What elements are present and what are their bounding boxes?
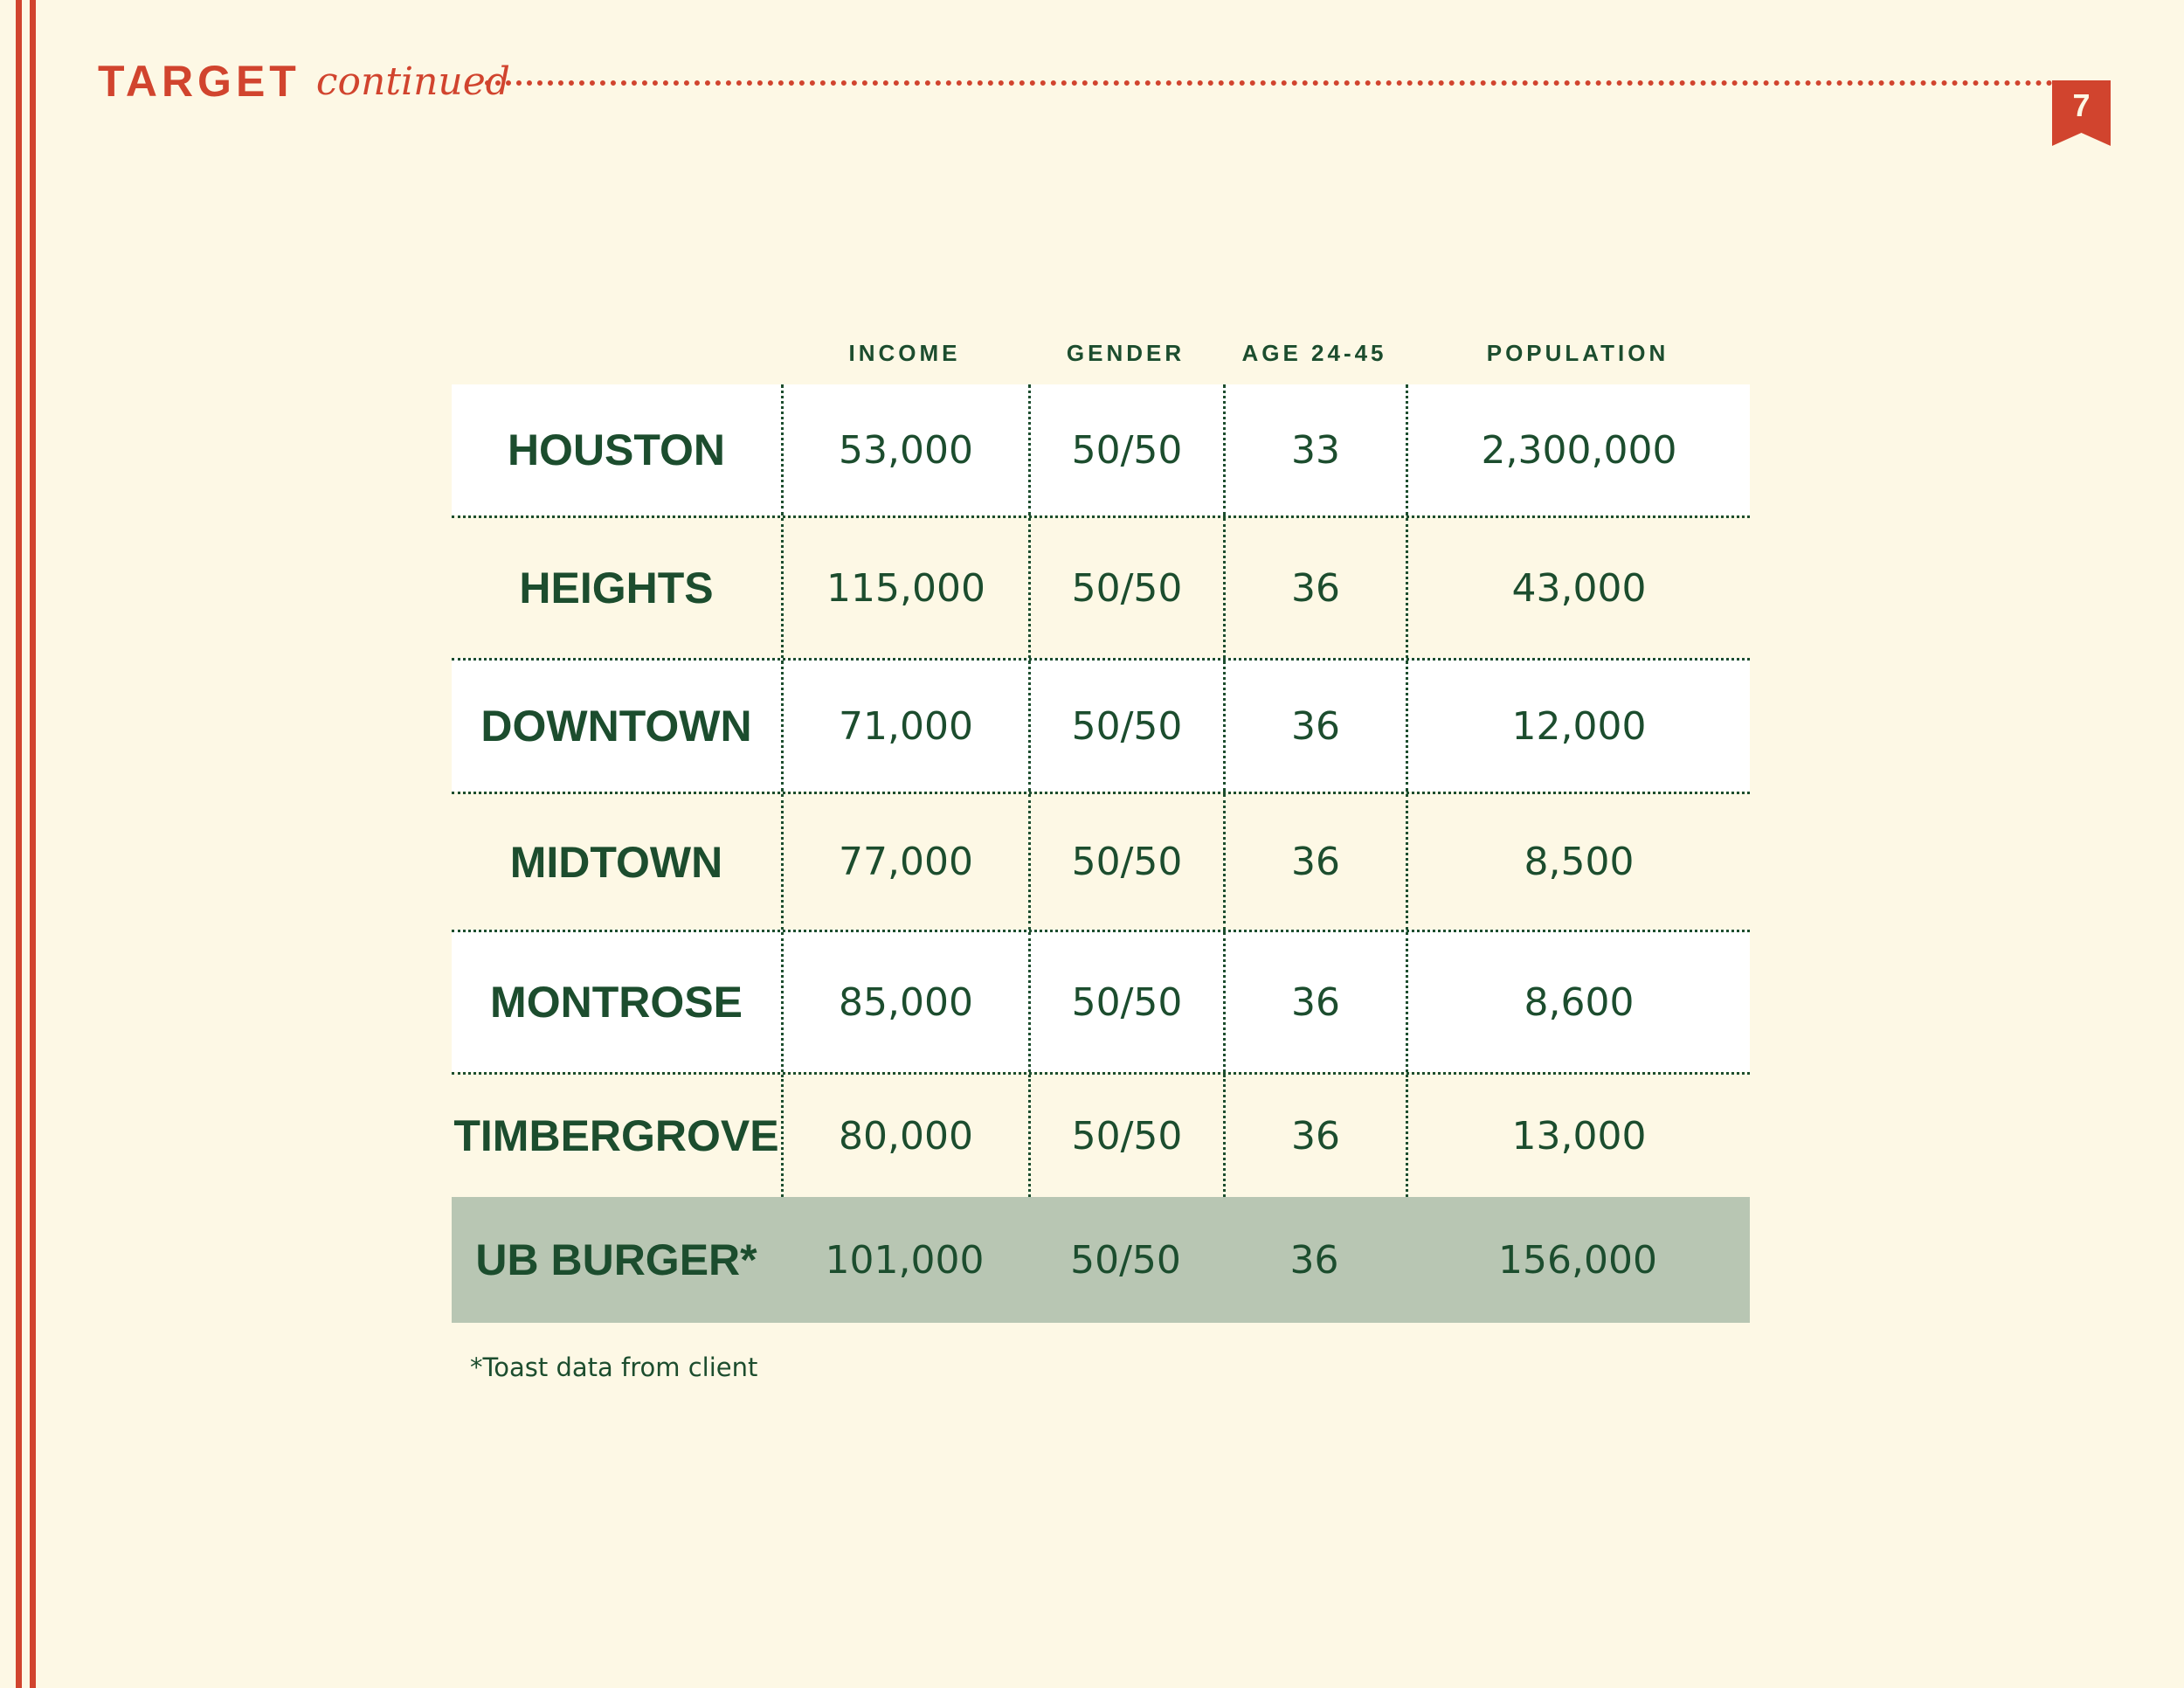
row-age: 36 xyxy=(1223,794,1406,930)
row-population: 43,000 xyxy=(1406,518,1750,658)
row-name: HEIGHTS xyxy=(519,564,714,612)
column-header-population: POPULATION xyxy=(1486,340,1669,366)
row-gender: 50/50 xyxy=(1028,661,1223,792)
row-gender: 50/50 xyxy=(1028,384,1223,515)
row-income: 115,000 xyxy=(781,518,1028,658)
row-gender: 50/50 xyxy=(1028,518,1223,658)
row-name: MIDTOWN xyxy=(509,837,723,887)
row-name: MONTROSE xyxy=(490,978,743,1027)
table-row: TIMBERGROVE 80,000 50/50 36 13,000 xyxy=(452,1072,1750,1197)
header-dotted-rule xyxy=(485,80,2053,86)
page-title: TARGET xyxy=(98,57,301,106)
row-population: 8,500 xyxy=(1406,794,1750,930)
row-gender: 50/50 xyxy=(1028,794,1223,930)
page-number-badge: 7 xyxy=(2052,80,2111,146)
column-header-age: AGE 24-45 xyxy=(1241,340,1387,366)
row-income: 77,000 xyxy=(781,794,1028,930)
table-row-highlight: UB BURGER* 101,000 50/50 36 156,000 xyxy=(452,1197,1750,1323)
row-gender: 50/50 xyxy=(1028,932,1223,1072)
page-header: TARGET continued xyxy=(98,51,510,112)
row-population: 156,000 xyxy=(1498,1237,1657,1283)
table-row: HEIGHTS 115,000 50/50 36 43,000 xyxy=(452,515,1750,658)
footnote: *Toast data from client xyxy=(470,1352,758,1382)
table-row: DOWNTOWN 71,000 50/50 36 12,000 xyxy=(452,658,1750,792)
row-population: 13,000 xyxy=(1406,1075,1750,1197)
row-income: 85,000 xyxy=(781,932,1028,1072)
demographics-table: INCOME GENDER AGE 24-45 POPULATION HOUST… xyxy=(452,322,1750,1323)
row-age: 36 xyxy=(1223,661,1406,792)
row-age: 36 xyxy=(1223,932,1406,1072)
row-income: 80,000 xyxy=(781,1075,1028,1197)
row-gender: 50/50 xyxy=(1070,1237,1181,1283)
left-border-line-outer xyxy=(16,0,22,1688)
table-body: HOUSTON 53,000 50/50 33 2,300,000 HEIGHT… xyxy=(452,384,1750,1323)
row-age: 36 xyxy=(1223,518,1406,658)
row-age: 36 xyxy=(1289,1237,1339,1283)
row-name: DOWNTOWN xyxy=(480,702,752,751)
column-header-gender: GENDER xyxy=(1066,340,1185,366)
row-name: UB BURGER* xyxy=(475,1235,757,1284)
page-subtitle: continued xyxy=(315,59,510,104)
table-row: HOUSTON 53,000 50/50 33 2,300,000 xyxy=(452,384,1750,515)
row-age: 33 xyxy=(1223,384,1406,515)
row-population: 12,000 xyxy=(1406,661,1750,792)
row-population: 2,300,000 xyxy=(1406,384,1750,515)
row-income: 53,000 xyxy=(781,384,1028,515)
left-border-line-inner xyxy=(30,0,36,1688)
row-gender: 50/50 xyxy=(1028,1075,1223,1197)
table-header: INCOME GENDER AGE 24-45 POPULATION xyxy=(452,322,1750,384)
row-name: HOUSTON xyxy=(507,425,726,474)
row-income: 101,000 xyxy=(825,1237,985,1283)
column-header-income: INCOME xyxy=(848,340,961,366)
table-row: MONTROSE 85,000 50/50 36 8,600 xyxy=(452,930,1750,1072)
row-income: 71,000 xyxy=(781,661,1028,792)
table-row: MIDTOWN 77,000 50/50 36 8,500 xyxy=(452,792,1750,930)
row-age: 36 xyxy=(1223,1075,1406,1197)
row-population: 8,600 xyxy=(1406,932,1750,1072)
row-name: TIMBERGROVE xyxy=(453,1111,779,1160)
